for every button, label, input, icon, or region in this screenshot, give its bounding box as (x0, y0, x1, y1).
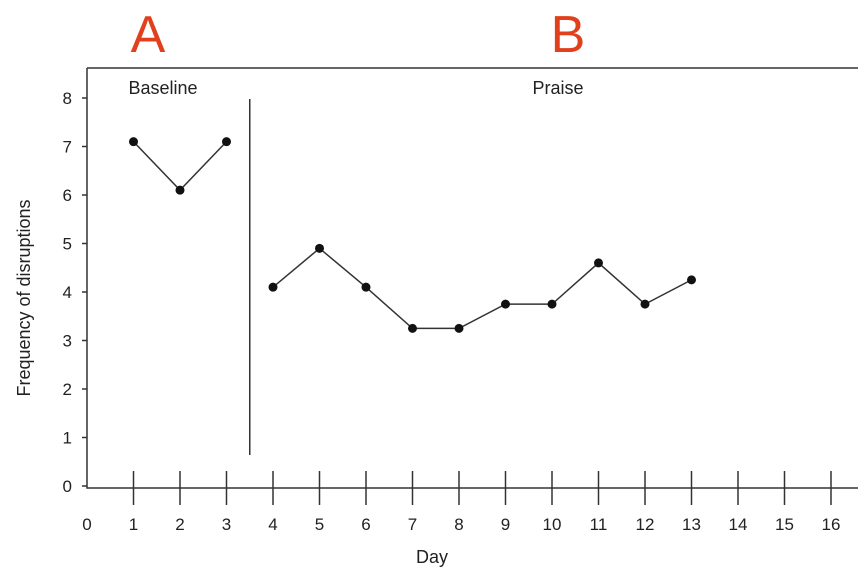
x-tick-label: 8 (454, 515, 463, 534)
y-tick-label: 2 (63, 380, 72, 399)
x-tick-label: 5 (315, 515, 324, 534)
y-axis-title: Frequency of disruptions (14, 199, 34, 396)
series-line-b (272, 247, 692, 330)
x-axis-ticks: 0 1 2 3 4 5 6 7 8 9 10 11 12 13 14 15 16 (82, 471, 840, 534)
x-tick-label: 10 (543, 515, 562, 534)
data-point (361, 282, 371, 292)
x-tick-label: 14 (729, 515, 748, 534)
plot-frame (86, 67, 858, 489)
phase-label-baseline: Baseline (128, 78, 197, 98)
y-tick-label: 3 (63, 332, 72, 351)
y-axis-ticks: 0 1 2 3 4 5 6 7 8 (63, 89, 87, 496)
data-point (315, 243, 324, 253)
x-tick-label: 7 (408, 515, 417, 534)
y-tick-label: 7 (63, 138, 72, 157)
x-tick-label: 2 (175, 515, 184, 534)
x-tick-label: 12 (636, 515, 655, 534)
data-point (222, 137, 231, 147)
y-tick-label: 0 (63, 477, 72, 496)
data-series (129, 137, 696, 333)
x-tick-label: 3 (222, 515, 231, 534)
y-tick-label: 5 (63, 235, 72, 254)
x-tick-label: 13 (682, 515, 701, 534)
x-tick-label: 9 (501, 515, 510, 534)
data-point (687, 275, 696, 285)
data-point (594, 258, 603, 268)
phase-letter-b: B (551, 6, 586, 64)
series-line-a (132, 141, 228, 192)
data-point (268, 282, 278, 292)
x-axis-title: Day (416, 547, 448, 567)
x-tick-label: 6 (361, 515, 370, 534)
x-tick-label: 15 (775, 515, 794, 534)
data-point (640, 299, 650, 309)
data-point (175, 185, 185, 195)
data-point (547, 299, 557, 309)
x-tick-label: 16 (822, 515, 841, 534)
data-point (454, 323, 464, 333)
data-point (501, 299, 510, 309)
phase-letter-a: A (131, 6, 166, 64)
y-tick-label: 4 (63, 283, 72, 302)
y-tick-label: 8 (63, 89, 72, 108)
x-tick-label: 4 (268, 515, 277, 534)
x-tick-label: 0 (82, 515, 91, 534)
y-tick-label: 1 (63, 429, 72, 448)
data-point (129, 137, 138, 147)
y-tick-label: 6 (63, 186, 72, 205)
phase-label-praise: Praise (532, 78, 583, 98)
data-point (408, 323, 417, 333)
x-tick-label: 11 (590, 515, 608, 534)
x-tick-label: 1 (129, 515, 138, 534)
